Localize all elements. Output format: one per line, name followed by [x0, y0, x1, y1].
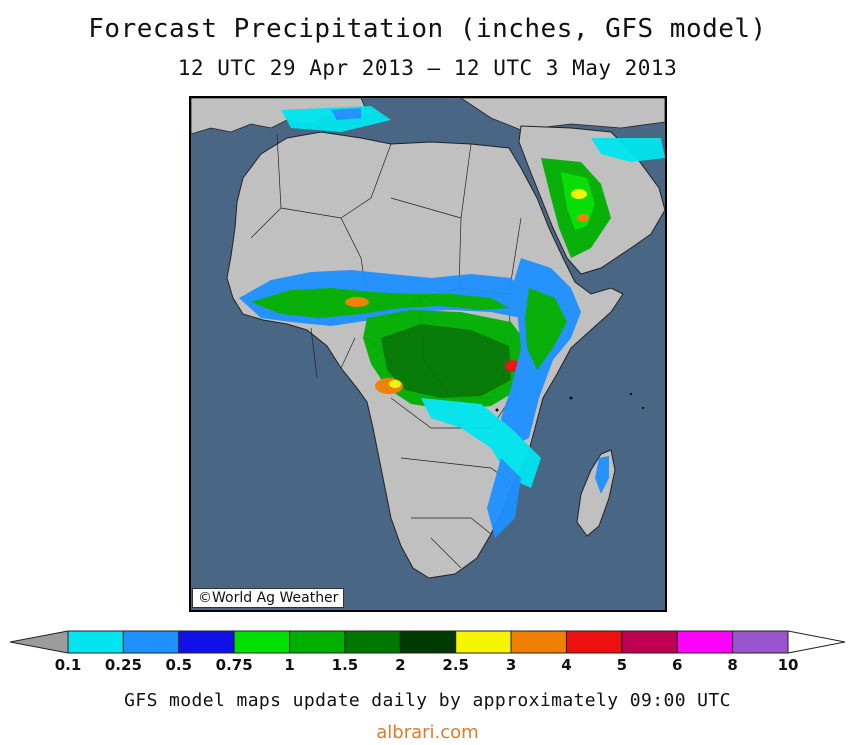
copyright-label: ©World Ag Weather	[192, 588, 345, 608]
scale-tick-label: 0.25	[104, 656, 142, 674]
madagascar-landmass	[576, 449, 616, 537]
scale-cell	[289, 630, 346, 654]
scale-cell	[344, 630, 401, 654]
scale-tick-label: 1	[284, 656, 295, 674]
scale-cell	[233, 630, 291, 654]
watermark: albrari.com	[376, 722, 479, 743]
scale-tick-label: 0.75	[215, 656, 253, 674]
scale-tick-label: 3	[505, 656, 517, 674]
scale-cell	[178, 630, 235, 654]
precipitation-map	[189, 96, 667, 612]
scale-cell	[399, 630, 457, 654]
scale-tick-label: 0.1	[54, 656, 82, 674]
scale-cell	[455, 630, 512, 654]
scale-tick-label: 2.5	[442, 656, 469, 674]
scale-arrow-left	[9, 630, 69, 654]
scale-cell	[510, 630, 567, 654]
scale-cell	[122, 630, 180, 654]
scale-cell	[565, 630, 623, 654]
scale-cell	[621, 630, 678, 654]
precipitation-overlay	[239, 106, 665, 538]
island-dots	[495, 392, 645, 412]
scale-tick-label: 10	[777, 656, 799, 674]
scale-tick-label: 5	[616, 656, 628, 674]
scale-tick-label: 0.5	[165, 656, 193, 674]
scale-tick-label: 6	[672, 656, 683, 674]
map-subtitle: 12 UTC 29 Apr 2013 — 12 UTC 3 May 2013	[177, 56, 678, 80]
scale-tick-label: 1.5	[331, 656, 359, 674]
scale-cell	[676, 630, 734, 654]
scale-arrow-right	[787, 630, 846, 654]
precipitation-color-scale	[9, 630, 846, 654]
scale-cell	[732, 630, 789, 654]
scale-tick-label: 4	[561, 656, 572, 674]
scale-tick-label: 2	[395, 656, 406, 674]
update-note: GFS model maps update daily by approxima…	[124, 690, 731, 711]
scale-cell	[67, 630, 124, 654]
scale-tick-label: 8	[727, 656, 738, 674]
map-title: Forecast Precipitation (inches, GFS mode…	[88, 14, 767, 44]
turkey-landmass	[460, 98, 665, 131]
